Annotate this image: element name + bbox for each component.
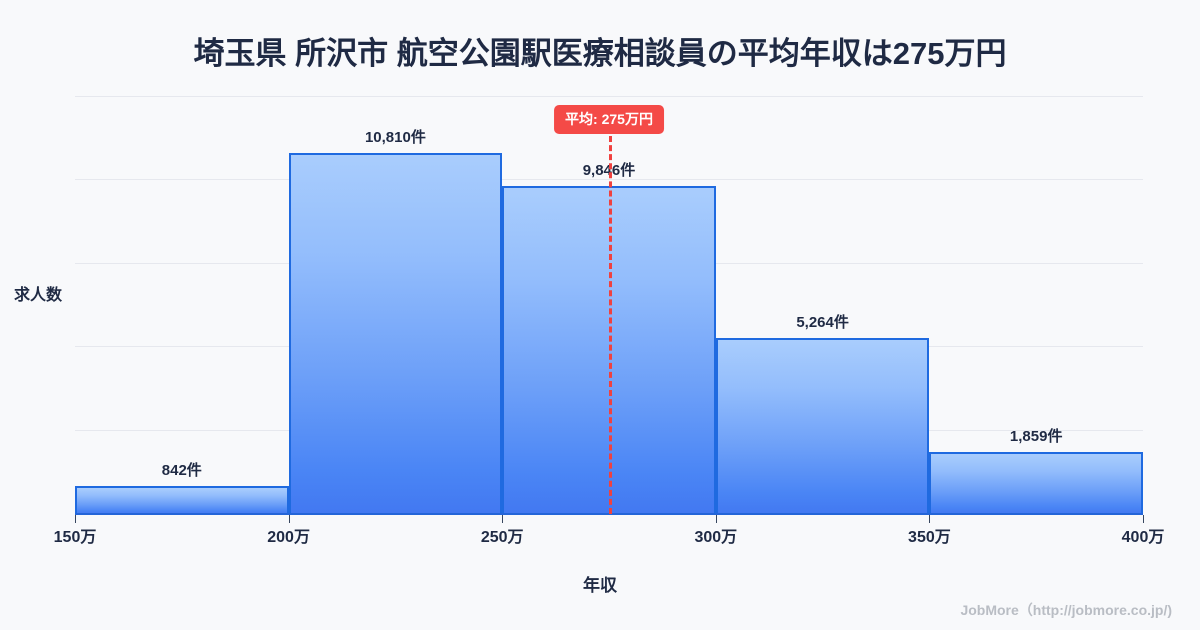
x-axis-tick-label: 250万 [480,529,524,546]
bar[interactable] [75,485,289,514]
average-badge: 平均: 275万円 [554,105,664,134]
plot-area: 842件 10,810件 9,846件 5,264件 1,859件 [75,96,1143,514]
bar-value-label: 9,846件 [582,161,636,179]
y-axis-title: 求人数 [14,287,63,304]
x-axis-tick-label: 150万 [53,529,97,546]
watermark: JobMore（http://jobmore.co.jp/) [960,602,1172,618]
bar-value-label: 1,859件 [1009,427,1063,445]
x-axis-tick-label: 200万 [267,529,310,546]
x-axis-tick-mark [75,515,76,523]
bar[interactable] [502,185,716,514]
bar[interactable] [288,153,503,514]
bar[interactable] [715,338,930,514]
x-axis-tick-mark [929,515,931,523]
bar-value-label: 10,810件 [364,129,426,147]
x-axis-line [75,513,1143,515]
x-axis-tick-mark [288,515,290,523]
gridline [75,96,1143,97]
bar-value-label: 5,264件 [796,314,849,332]
average-line [609,136,612,514]
x-axis-tick-mark [715,515,717,523]
x-axis-tick-mark [502,515,504,523]
x-axis-tick-label: 350万 [908,529,951,546]
x-axis-title: 年収 [583,576,617,595]
x-axis-tick-label: 300万 [694,529,738,546]
bar[interactable] [929,451,1143,514]
x-axis-tick-label: 400万 [1121,529,1165,546]
page-title: 埼玉県 所沢市 航空公園駅医療相談員の平均年収は275万円 [193,36,1007,71]
bar-value-label: 842件 [161,461,202,479]
x-axis-tick-mark [1143,515,1144,523]
